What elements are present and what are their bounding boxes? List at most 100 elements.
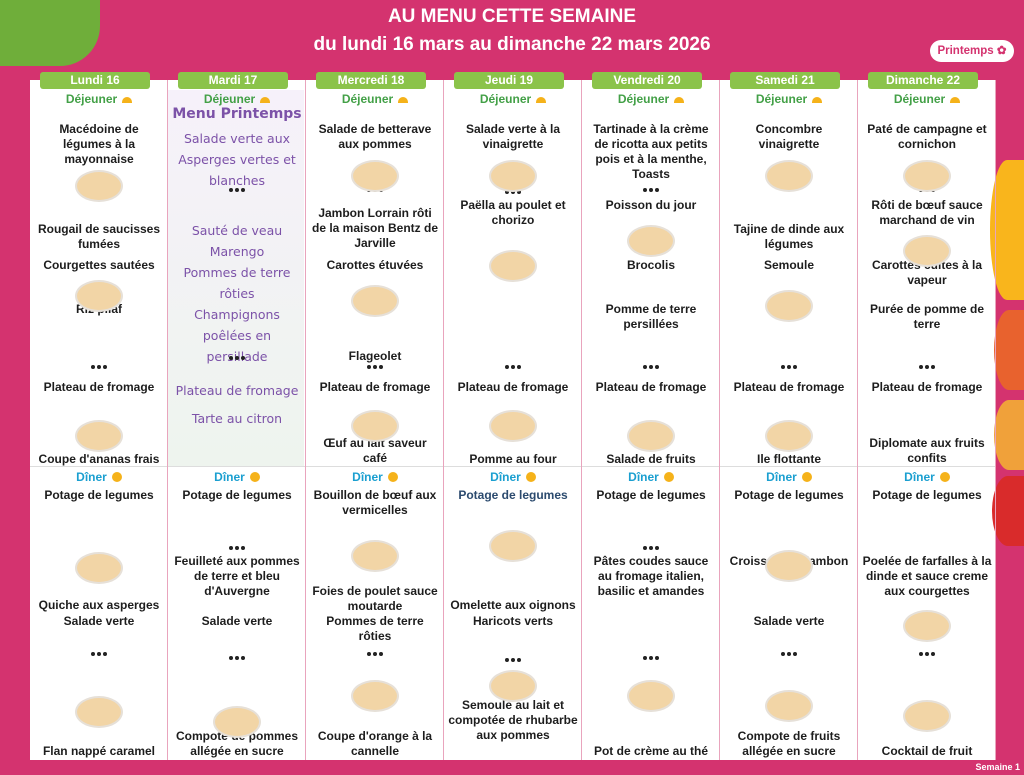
separator-dots — [503, 658, 523, 662]
dinner-label-text: Dîner — [76, 470, 107, 484]
day-name: Lundi 16 — [40, 72, 150, 89]
sun-icon — [812, 97, 823, 103]
lunch-label-text: Déjeuner — [755, 92, 808, 106]
dinner-label-text: Dîner — [352, 470, 383, 484]
separator-dots — [641, 656, 661, 660]
lunch-label: Déjeuner — [720, 92, 858, 106]
dish-image — [489, 160, 537, 192]
spring-card — [168, 90, 304, 466]
lunch-item: Plateau de fromage — [595, 380, 707, 394]
sun-icon — [398, 97, 409, 103]
lunch-label-text: Déjeuner — [479, 92, 532, 106]
fruit-decor — [994, 400, 1024, 470]
dish-image — [75, 696, 123, 728]
lunch-label: Déjeuner — [582, 92, 720, 106]
day-name: Dimanche 22 — [868, 72, 978, 89]
sun-icon — [674, 97, 685, 103]
dish-image — [765, 690, 813, 722]
lunch-item: Salade verte à la vinaigrette — [465, 122, 561, 151]
day-name: Jeudi 19 — [454, 72, 564, 89]
fruit-decor — [992, 476, 1024, 546]
lunch-item: Ile flottante — [756, 452, 821, 466]
moon-icon — [387, 472, 398, 482]
lunch-item: Coupe d'ananas frais — [38, 452, 160, 466]
dish-image — [627, 420, 675, 452]
dinner-item: Coupe d'orange à la cannelle — [317, 729, 433, 758]
dinner-label: Dîner — [168, 470, 306, 484]
dinner-item: Potage de legumes — [458, 488, 568, 502]
lunch-item: Poisson du jour — [605, 198, 697, 212]
dish-image — [627, 225, 675, 257]
lunch-item: Paëlla au poulet et chorizo — [460, 198, 566, 227]
lunch-label-text: Déjeuner — [617, 92, 670, 106]
lunch-item: Rougail de saucisses fumées — [37, 222, 161, 251]
lunch-item: Paté de campagne et cornichon — [867, 122, 987, 151]
footer: Semaine 1 — [975, 762, 1020, 772]
dinner-item: Foies de poulet sauce moutarde — [312, 584, 438, 613]
lunch-label: Déjeuner — [444, 92, 582, 106]
dish-image — [351, 680, 399, 712]
dinner-item: Bouillon de bœuf aux vermicelles — [313, 488, 437, 517]
dish-image — [903, 610, 951, 642]
dinner-item: Potage de legumes — [596, 488, 706, 502]
lunch-item: Concombre vinaigrette — [755, 122, 823, 151]
dinner-item: Potage de legumes — [182, 488, 292, 502]
dish-image — [765, 160, 813, 192]
dish-image — [489, 670, 537, 702]
day-column — [444, 80, 582, 760]
dinner-item: Salade verte — [753, 614, 825, 628]
lunch-item: Brocolis — [626, 258, 675, 272]
dish-image — [903, 700, 951, 732]
sun-icon — [260, 97, 271, 103]
day-column — [858, 80, 996, 760]
dish-image — [351, 410, 399, 442]
separator-dots — [917, 652, 937, 656]
sun-icon — [536, 97, 547, 103]
lunch-item: Semoule — [763, 258, 814, 272]
lunch-label-text: Déjeuner — [203, 92, 256, 106]
lunch-item: Plateau de fromage — [457, 380, 569, 394]
dinner-item: Flan nappé caramel — [42, 744, 156, 758]
moon-icon — [525, 472, 536, 482]
day-name: Mercredi 18 — [316, 72, 426, 89]
separator-dots — [641, 188, 661, 192]
moon-icon — [801, 472, 812, 482]
dinner-label-text: Dîner — [766, 470, 797, 484]
lunch-label: Déjeuner — [168, 92, 306, 106]
dinner-item: Semoule au lait et compotée de rhubarbe … — [448, 698, 578, 742]
dinner-item: Compote de fruits allégée en sucre — [737, 729, 841, 758]
day-name: Samedi 21 — [730, 72, 840, 89]
dinner-label-text: Dîner — [628, 470, 659, 484]
separator-dots — [227, 356, 247, 360]
dinner-item: Poelée de farfalles à la dinde et sauce … — [862, 554, 992, 598]
dinner-item: Potage de legumes — [44, 488, 154, 502]
sun-icon — [950, 97, 961, 103]
lunch-item: Jambon Lorrain rôti de la maison Bentz d… — [311, 206, 439, 250]
sun-icon — [122, 97, 133, 103]
dish-image — [489, 250, 537, 282]
dish-image — [765, 420, 813, 452]
dish-image — [627, 680, 675, 712]
lunch-item: Sauté de veau Marengo — [191, 223, 283, 259]
dish-image — [75, 170, 123, 202]
separator-dots — [641, 546, 661, 550]
lunch-item: Salade de betterave aux pommes — [318, 122, 432, 151]
dish-image — [903, 160, 951, 192]
dinner-item: Cocktail de fruit — [881, 744, 973, 758]
dinner-item: Omelette aux oignons — [450, 598, 576, 612]
dish-image — [213, 706, 261, 738]
dish-image — [489, 410, 537, 442]
moon-icon — [111, 472, 122, 482]
moon-icon — [249, 472, 260, 482]
dish-image — [765, 550, 813, 582]
separator-dots — [89, 365, 109, 369]
day-column — [306, 80, 444, 760]
dinner-label: Dîner — [582, 470, 720, 484]
lunch-item: Diplomate aux fruits confits — [869, 436, 985, 465]
separator-dots — [779, 365, 799, 369]
separator-dots — [89, 652, 109, 656]
day-column — [30, 80, 168, 760]
separator-dots — [503, 365, 523, 369]
day-column — [582, 80, 720, 760]
